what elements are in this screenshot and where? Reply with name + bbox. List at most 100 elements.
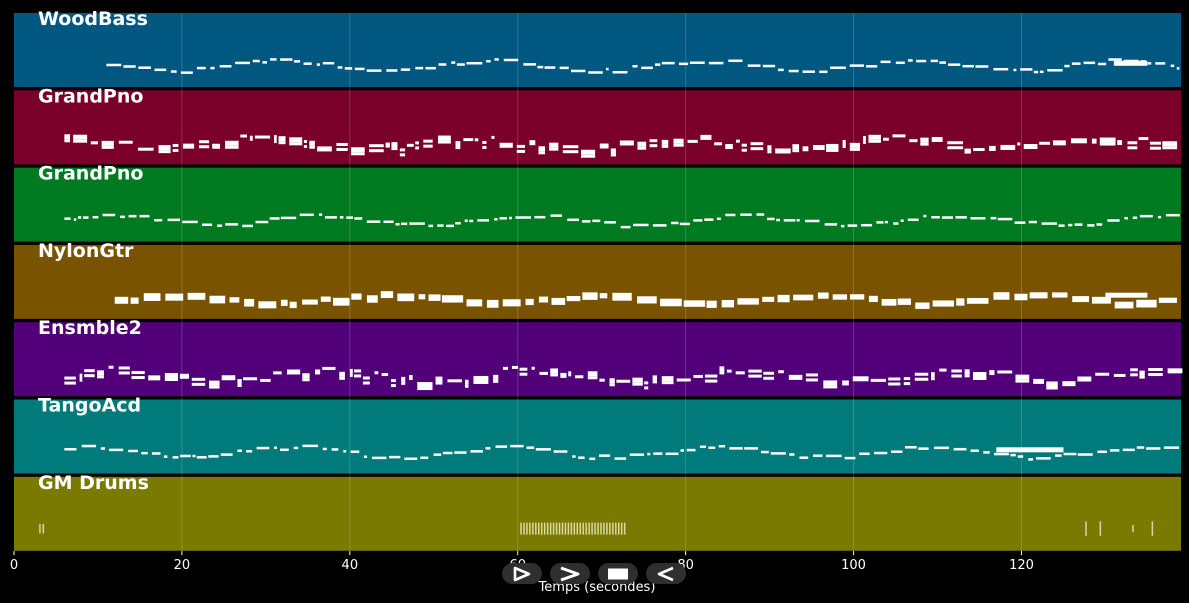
note <box>884 220 888 224</box>
chevron-right-icon <box>560 566 580 581</box>
note <box>580 149 596 155</box>
note <box>354 67 365 71</box>
note <box>1105 292 1148 298</box>
track-name-label: GM Drums <box>38 472 149 494</box>
note <box>719 371 725 375</box>
note <box>148 375 161 381</box>
note <box>842 140 846 146</box>
stop-button[interactable] <box>598 563 638 584</box>
track-lane <box>14 90 1181 165</box>
note <box>931 215 940 219</box>
note <box>747 64 761 67</box>
note <box>947 141 964 145</box>
note <box>302 299 318 305</box>
note <box>550 373 558 377</box>
note <box>391 384 396 388</box>
note <box>770 452 786 455</box>
note <box>97 375 104 379</box>
note <box>1077 376 1092 382</box>
note <box>417 387 433 391</box>
note <box>1158 297 1177 303</box>
note <box>661 144 669 148</box>
note <box>673 143 684 147</box>
note <box>686 448 696 452</box>
note <box>409 222 425 225</box>
play-icon <box>513 566 531 581</box>
note <box>1096 223 1103 226</box>
note <box>456 63 465 66</box>
note <box>1113 60 1148 66</box>
note <box>73 134 88 140</box>
track-lane <box>14 322 1183 397</box>
note <box>260 378 271 382</box>
note <box>464 219 468 223</box>
note <box>466 299 483 307</box>
note <box>660 298 682 307</box>
note <box>687 139 698 143</box>
note <box>158 145 171 151</box>
note <box>644 381 649 385</box>
note <box>455 221 461 225</box>
note <box>767 217 775 221</box>
note <box>455 146 461 150</box>
rewind-button[interactable] <box>646 563 686 584</box>
note <box>309 140 315 146</box>
note <box>101 140 114 146</box>
note <box>619 140 634 146</box>
play-button[interactable] <box>502 563 542 584</box>
note <box>191 382 206 386</box>
note <box>209 295 226 304</box>
note <box>721 299 735 308</box>
note <box>612 522 614 535</box>
note <box>793 294 814 301</box>
note <box>64 376 76 380</box>
note <box>964 148 971 154</box>
note <box>904 446 917 449</box>
note <box>555 522 558 535</box>
note <box>128 449 138 453</box>
note <box>299 213 314 217</box>
note <box>970 449 979 452</box>
note <box>503 58 519 62</box>
note <box>172 143 179 147</box>
note <box>79 373 83 379</box>
note <box>576 522 579 535</box>
note <box>182 220 198 224</box>
note <box>655 63 661 66</box>
fast-forward-button[interactable] <box>550 563 590 584</box>
note <box>972 371 987 377</box>
note <box>123 65 136 68</box>
note <box>139 214 150 218</box>
note <box>880 60 891 64</box>
note <box>997 370 1013 374</box>
note <box>629 453 645 456</box>
note <box>502 366 508 370</box>
note <box>64 134 71 140</box>
note <box>591 522 593 535</box>
note <box>209 385 220 389</box>
note <box>661 139 669 145</box>
note <box>777 294 790 303</box>
note <box>485 447 491 450</box>
note <box>229 297 240 303</box>
note <box>1041 222 1058 225</box>
note <box>262 61 267 64</box>
note <box>237 449 243 453</box>
note <box>599 378 605 382</box>
note <box>286 369 301 375</box>
note <box>973 148 985 152</box>
note <box>343 450 347 453</box>
note <box>437 140 451 144</box>
note <box>609 383 615 387</box>
note <box>652 375 657 381</box>
note <box>805 219 820 223</box>
note <box>385 142 390 148</box>
note <box>415 66 424 70</box>
note <box>494 58 499 61</box>
note <box>612 70 628 74</box>
note <box>220 453 233 456</box>
note <box>649 144 658 148</box>
note <box>802 146 809 152</box>
note <box>339 376 345 380</box>
